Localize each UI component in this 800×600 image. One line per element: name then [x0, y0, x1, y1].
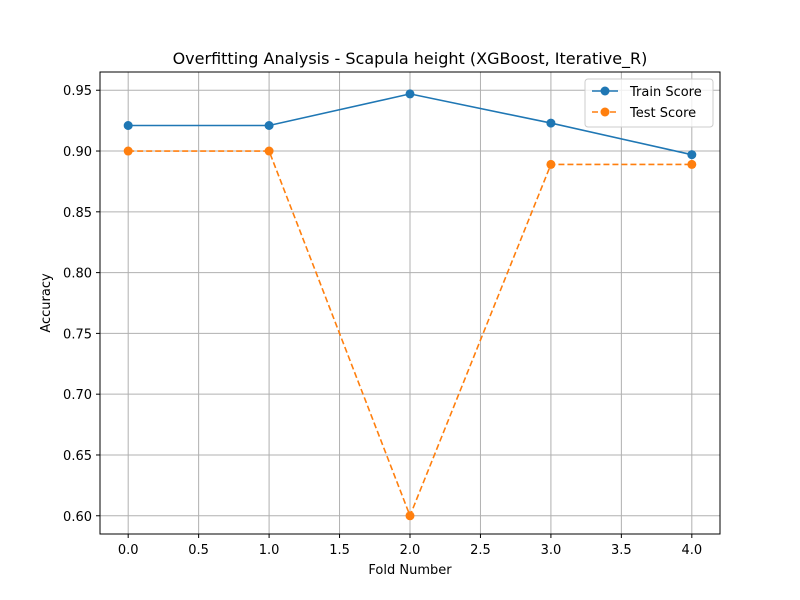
test-score-point: [405, 511, 415, 521]
test-score-point: [687, 159, 697, 169]
train-score-point: [264, 120, 274, 130]
x-tick-label: 3.0: [541, 543, 562, 558]
x-tick-label: 2.5: [470, 543, 491, 558]
legend-label-test-score: Test Score: [629, 106, 696, 121]
y-tick-label: 0.80: [63, 267, 92, 282]
x-tick-label: 0.0: [118, 543, 139, 558]
legend-marker-train-score: [600, 86, 610, 96]
y-tick-label: 0.70: [63, 388, 92, 403]
y-tick-label: 0.60: [63, 510, 92, 525]
series-layer: [123, 89, 697, 521]
x-tick-label: 1.5: [329, 543, 350, 558]
y-axis-label: Accuracy: [39, 273, 54, 333]
test-score-point: [546, 159, 556, 169]
y-tick-label: 0.65: [63, 449, 92, 464]
x-tick-label: 4.0: [681, 543, 702, 558]
y-tick-label: 0.85: [63, 206, 92, 221]
x-tick-label: 1.0: [259, 543, 280, 558]
train-score-point: [405, 89, 415, 99]
legend-marker-test-score: [600, 107, 610, 117]
x-tick-label: 2.0: [400, 543, 421, 558]
test-score-point: [264, 146, 274, 156]
chart-title: Overfitting Analysis - Scapula height (X…: [173, 49, 648, 69]
train-score-point: [546, 118, 556, 128]
train-score-point: [687, 150, 697, 160]
x-tick-label: 3.5: [611, 543, 632, 558]
y-tick-label: 0.95: [63, 84, 92, 99]
test-score-point: [123, 146, 133, 156]
train-score-point: [123, 120, 133, 130]
y-tick-label: 0.90: [63, 145, 92, 160]
axis-ticks: 0.0 0.5 1.0 1.5 2.0 2.5 3.0 3.5 4.0 0.60 0.65 0.70 0…: [63, 84, 702, 558]
x-axis-label: Fold Number: [368, 563, 452, 578]
y-tick-label: 0.75: [63, 327, 92, 342]
x-tick-label: 0.5: [188, 543, 209, 558]
legend: Train Score Test Score: [584, 78, 714, 128]
legend-label-train-score: Train Score: [629, 85, 702, 100]
